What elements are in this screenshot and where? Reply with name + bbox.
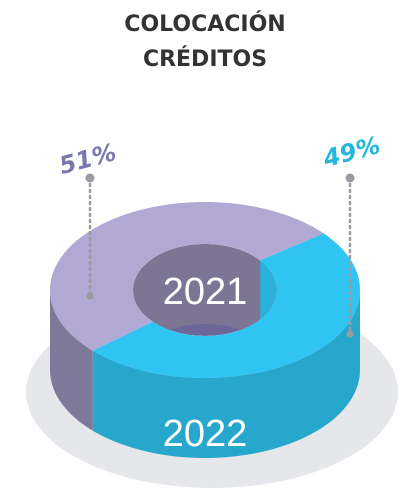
category-label: 2022	[163, 413, 248, 455]
category-label: 2021	[163, 271, 248, 313]
outer-wall	[50, 290, 93, 431]
leader-dot	[86, 292, 94, 300]
inner-wall	[133, 244, 261, 336]
outer-wall	[92, 290, 360, 458]
leader-dot	[85, 173, 95, 183]
chart-title: COLOCACIÓN	[124, 11, 285, 37]
leader-dot	[346, 330, 354, 338]
donut-slice	[50, 202, 324, 351]
value-label: 49%	[319, 131, 383, 173]
chart-title: CRÉDITOS	[143, 46, 267, 72]
value-label: 51%	[56, 138, 119, 180]
leader-dot	[345, 173, 355, 183]
donut-slice	[92, 233, 360, 378]
donut	[50, 202, 360, 458]
